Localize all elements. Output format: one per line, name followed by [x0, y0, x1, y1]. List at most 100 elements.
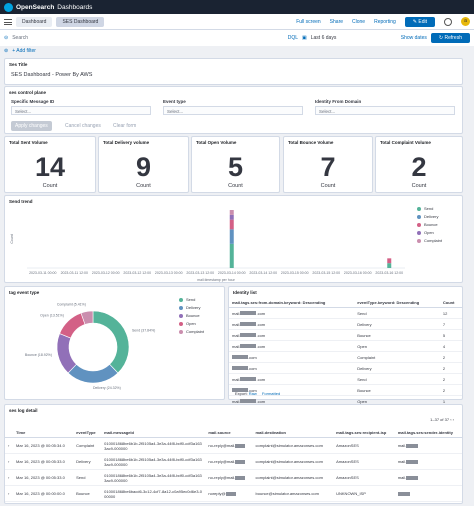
expand-icon[interactable]: › — [5, 453, 14, 470]
domain-prefix: mail. — [232, 376, 241, 382]
legend-item[interactable]: Complaint — [179, 329, 204, 334]
time-cell: Mar 16, 2023 @ 00:05:34.0 — [13, 437, 74, 454]
isp-cell: AmazonSES — [333, 469, 395, 486]
ses-log-panel: ses log detail 1–37 of 37 ‹ › Time event… — [4, 404, 463, 504]
event-cell: Delivery — [354, 318, 440, 330]
export-formatted-link[interactable]: Formatted — [261, 391, 281, 396]
x-tick-label: 2023-03-15 12:00 — [312, 271, 340, 275]
legend-item[interactable]: Bounce — [179, 313, 204, 318]
time-cell: Mar 16, 2023 @ 00:05:33.0 — [13, 469, 74, 486]
control-label-message-id: Specific Message ID — [11, 99, 55, 104]
trend-bar[interactable] — [387, 263, 392, 268]
expand-icon[interactable]: › — [5, 469, 14, 486]
col-header-time[interactable]: Time — [13, 428, 74, 438]
event-cell: Bounce — [73, 485, 102, 502]
legend-item[interactable]: Open — [179, 321, 204, 326]
table-row[interactable]: › Mar 16, 2023 @ 00:05:33.0 Delivery 010001… — [5, 453, 462, 470]
table-header-row: mail.tags.ses:from-domain.keyword: Desce… — [229, 298, 462, 308]
table-row[interactable]: › Mar 16, 2023 @ 00:05:34.0 Complaint 01000… — [5, 437, 462, 454]
col-header-message-id[interactable]: mail.messageId — [101, 428, 206, 438]
metric-label: Count — [42, 183, 58, 189]
trend-bar[interactable] — [387, 258, 392, 264]
trend-bar[interactable] — [229, 229, 234, 244]
share-link[interactable]: Share — [329, 18, 344, 25]
opensearch-logo[interactable]: OpenSearch Dashboards — [4, 2, 92, 12]
time-range[interactable]: Last 6 days — [310, 35, 337, 41]
chevron-right-icon[interactable]: › — [452, 417, 454, 422]
table-row: .com Complaint 2 — [229, 351, 462, 363]
col-header-source[interactable]: mail.source — [205, 428, 253, 438]
donut-slice[interactable] — [56, 333, 77, 374]
col-header-event-type[interactable]: eventType — [73, 428, 102, 438]
event-cell: Delivery — [73, 453, 102, 470]
source-cell: no-reply@mail. — [205, 453, 253, 470]
filter-options-icon[interactable]: ⊚ — [4, 48, 9, 54]
panel-title: Send trend — [9, 199, 33, 204]
refresh-button[interactable]: ↻ Refresh — [430, 33, 470, 43]
ses-title-text: SES Dashboard - Power By AWS — [11, 72, 93, 78]
show-dates-button[interactable]: Show dates — [400, 35, 427, 41]
trend-bar[interactable] — [229, 214, 234, 220]
legend-label: Send — [424, 206, 434, 211]
avatar[interactable]: a — [461, 17, 470, 26]
table-row[interactable]: › Mar 16, 2023 @ 00:05:33.0 Send 010001868b… — [5, 469, 462, 486]
calendar-icon[interactable]: ▣ — [302, 35, 307, 41]
filter-bar: ⊚ + Add filter — [0, 46, 474, 56]
legend-item[interactable]: Bounce — [417, 222, 442, 227]
from-domain-select[interactable]: Select... — [315, 106, 455, 115]
col-header-sender-identity[interactable]: mail.tags.ses:sender-identity — [394, 428, 462, 438]
add-filter-link[interactable]: + Add filter — [12, 48, 36, 54]
expand-icon[interactable]: › — [5, 485, 14, 502]
reporting-link[interactable]: Reporting — [374, 18, 396, 25]
slice-label: Bounce (18.92%) — [25, 353, 52, 357]
x-tick-label: 2023-03-13 00:00 — [155, 271, 183, 275]
message-id-cell: 010001868be6bacd6-3c12-4cf7-8a12-c0a95ec… — [101, 485, 206, 502]
gear-icon[interactable] — [444, 17, 452, 26]
trend-bar[interactable] — [229, 219, 234, 230]
table-row[interactable]: › Mar 16, 2023 @ 00:00:00.0 Bounce 01000186… — [5, 485, 462, 502]
apply-changes-button[interactable]: Apply changes — [11, 121, 52, 131]
legend-label: Complaint — [424, 238, 443, 243]
legend-item[interactable]: Complaint — [417, 238, 442, 243]
full-screen-link[interactable]: Full screen — [296, 18, 321, 25]
col-header-recipient-isp[interactable]: mail.tags.ses:recipient-isp — [333, 428, 395, 438]
top-header: OpenSearch Dashboards — [0, 0, 474, 14]
donut-slice[interactable] — [92, 310, 130, 374]
breadcrumb-dashboard[interactable]: Dashboard — [16, 16, 53, 27]
trend-bar[interactable] — [229, 210, 234, 215]
menu-icon[interactable] — [4, 18, 12, 25]
expand-icon[interactable]: › — [5, 437, 14, 454]
panel-title: Total Open Volume — [196, 140, 237, 145]
domain-prefix: mail. — [232, 332, 241, 338]
trend-bar[interactable] — [229, 243, 234, 268]
col-header-domain[interactable]: mail.tags.ses:from-domain.keyword: Desce… — [229, 298, 355, 308]
edit-button[interactable]: ✎ Edit — [404, 16, 435, 27]
redacted-block — [235, 475, 246, 480]
donut-slice[interactable] — [80, 310, 94, 325]
legend-item[interactable]: Send — [417, 206, 442, 211]
legend-item[interactable]: Delivery — [179, 305, 204, 310]
export-raw-link[interactable]: Raw — [248, 391, 257, 396]
dql-toggle[interactable]: DQL — [287, 35, 299, 41]
domain-cell: mail. .com — [229, 318, 355, 330]
donut-slice[interactable] — [67, 363, 119, 384]
clear-form-button[interactable]: Clear form — [113, 123, 137, 129]
cancel-changes-button[interactable]: Cancel changes — [65, 123, 101, 129]
search-input[interactable]: Search — [12, 35, 284, 41]
metric-value: 9 — [135, 152, 152, 182]
legend-item[interactable]: Send — [179, 297, 204, 302]
clone-link[interactable]: Clone — [352, 18, 366, 25]
col-header-destination[interactable]: mail.destination — [252, 428, 334, 438]
event-type-select[interactable]: Select... — [163, 106, 303, 115]
sender-text: mail. — [397, 475, 407, 480]
message-id-select[interactable]: Select... — [11, 106, 151, 115]
legend-item[interactable]: Open — [417, 230, 442, 235]
chevron-left-icon[interactable]: ‹ — [450, 417, 452, 422]
saved-query-icon[interactable]: ⊝ — [4, 35, 9, 41]
col-header-event[interactable]: eventType.keyword: Descending — [354, 298, 440, 308]
col-header-count[interactable]: Count — [439, 298, 462, 308]
redacted-block — [240, 322, 257, 327]
legend-item[interactable]: Delivery — [417, 214, 442, 219]
redacted-block — [235, 443, 246, 448]
opensearch-logo-icon — [4, 2, 13, 12]
